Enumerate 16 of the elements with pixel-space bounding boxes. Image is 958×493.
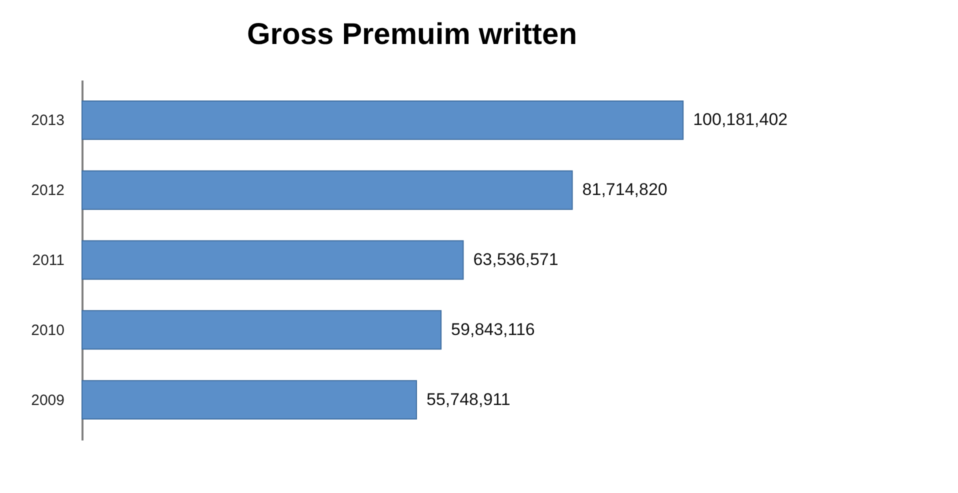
data-label: 63,536,571 [473, 250, 558, 269]
bar [82, 380, 417, 420]
data-label: 55,748,911 [426, 390, 510, 409]
y-tick-label: 2009 [31, 392, 64, 409]
y-tick-label: 2010 [31, 322, 64, 339]
bar [82, 240, 464, 280]
data-label: 100,181,402 [693, 110, 788, 130]
y-tick-label: 2013 [31, 112, 64, 130]
data-label: 59,843,116 [451, 320, 535, 339]
bar [82, 170, 573, 210]
y-tick-label: 2012 [31, 182, 64, 200]
y-tick-label: 2011 [32, 252, 64, 269]
bar [82, 310, 442, 350]
chart-title: Gross Premuim written [246, 18, 578, 51]
data-label: 81,714,820 [582, 180, 668, 200]
bar [82, 100, 684, 140]
